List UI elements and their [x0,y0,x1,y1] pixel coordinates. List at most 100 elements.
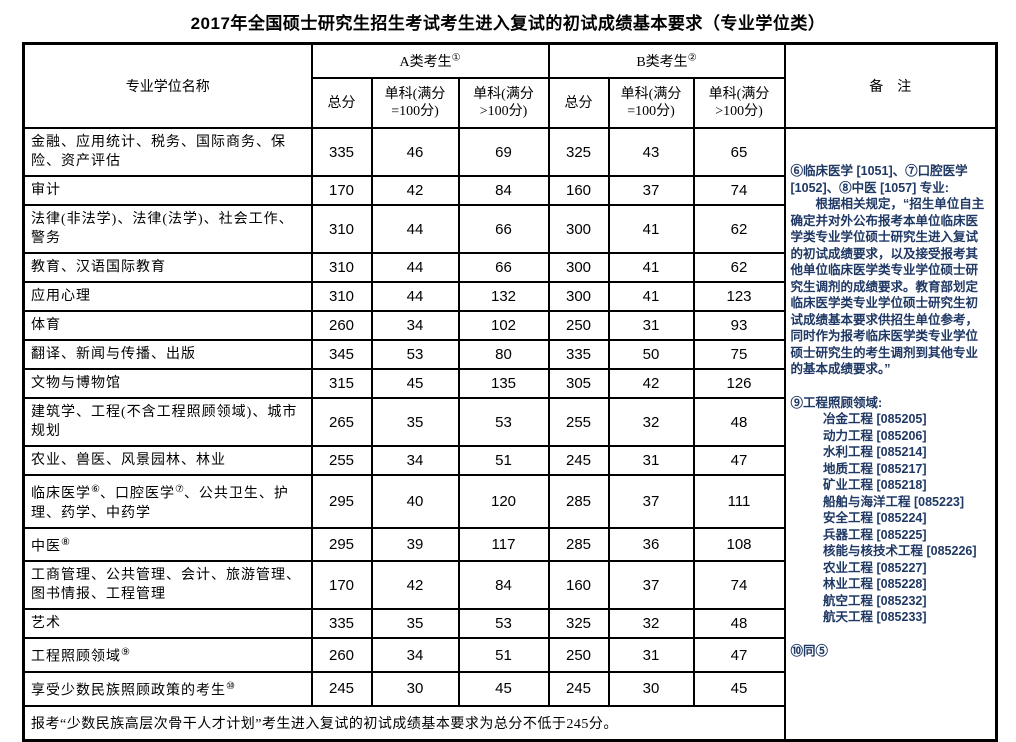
a-score-cell: 45 [370,368,460,399]
table-row: 艺术 335 35 53 325 32 48 [22,608,997,640]
degree-name-cell: 应用心理 [22,281,313,312]
footer-note-cell: 报考“少数民族高层次骨干人才计划”考生进入复试的初试成绩基本要求为总分不低于24… [22,704,786,742]
a-score-cell: 117 [457,526,550,563]
header-a-total: 总分 [310,77,373,129]
a-score-cell: 84 [457,175,550,206]
b-score-cell: 325 [547,608,610,640]
remark-engineering-item: 林业工程 [085228] [823,577,927,591]
group-a-label: A类考生 [399,55,452,70]
remark-engineering-item: 安全工程 [085224] [823,511,927,525]
a-score-cell: 42 [370,175,460,206]
a-score-cell: 44 [370,252,460,283]
degree-name-cell: 翻译、新闻与传播、出版 [22,339,313,370]
b-score-cell: 126 [692,368,786,399]
a-score-cell: 310 [310,252,373,283]
b-score-cell: 48 [692,397,786,447]
b-score-cell: 37 [607,560,695,611]
b-score-cell: 31 [607,445,695,476]
a-score-cell: 132 [457,281,550,312]
b-score-cell: 41 [607,252,695,283]
a-score-cell: 170 [310,175,373,206]
a-score-cell: 310 [310,204,373,254]
a-score-cell: 295 [310,526,373,563]
b-score-cell: 250 [547,310,610,341]
b-score-cell: 74 [692,560,786,611]
header-remark: 备 注 [783,42,998,129]
a-score-cell: 53 [370,339,460,370]
b-score-cell: 111 [692,474,786,529]
b-score-cell: 42 [607,368,695,399]
b-score-cell: 305 [547,368,610,399]
a-score-cell: 84 [457,560,550,611]
a-score-cell: 66 [457,252,550,283]
b-score-cell: 255 [547,397,610,447]
remark-engineering-item: 矿业工程 [085218] [823,478,927,492]
remarks-cell: ⑥临床医学 [1051]、⑦口腔医学 [1052]、⑧中医 [1057] 专业:… [783,126,998,742]
b-score-cell: 300 [547,281,610,312]
page-title: 2017年全国硕士研究生招生考试考生进入复试的初试成绩基本要求（专业学位类） [190,14,826,33]
b-score-cell: 250 [547,637,610,673]
b-score-cell: 75 [692,339,786,370]
footnote-mark: ⑩ [226,680,235,692]
table-row: 体育 260 34 102 250 31 93 [22,310,997,341]
table-row: 工商管理、公共管理、会计、旅游管理、图书情报、工程管理 170 42 84 160 37 7… [22,560,997,611]
a-score-cell: 120 [457,474,550,529]
a-score-cell: 295 [310,474,373,529]
b-score-cell: 65 [692,127,786,177]
a-score-cell: 255 [310,445,373,476]
b-score-cell: 108 [692,526,786,563]
remark-engineering-item: 航空工程 [085232] [823,593,927,608]
b-score-cell: 41 [607,204,695,254]
a-score-cell: 315 [310,368,373,399]
b-score-cell: 47 [692,445,786,476]
footnote-mark: ⑦ [174,484,184,495]
table-row: 应用心理 310 44 132 300 41 123 [22,281,997,312]
b-score-cell: 32 [607,397,695,447]
a-score-cell: 35 [370,397,460,447]
b-score-cell: 43 [607,127,695,177]
b-score-cell: 31 [607,310,695,341]
b-score-cell: 62 [692,252,786,283]
remark-engineering-item: 农业工程 [085227] [823,560,927,575]
group-b-footnote-mark: ② [687,52,697,64]
table-row: 工程照顾领域⑨ 260 34 51 250 31 47 [22,637,997,673]
b-score-cell: 285 [547,526,610,563]
degree-name-cell: 艺术 [22,608,313,640]
remark-minority-note: ⑩同⑤ [790,643,829,658]
a-score-cell: 265 [310,397,373,447]
a-score-cell: 34 [370,445,460,476]
footnote-mark: ⑥ [91,484,100,495]
degree-name-cell: 建筑学、工程(不含工程照顾领域)、城市规划 [22,397,313,447]
header-a-single-eq100: 单科(满分=100分) [370,77,460,129]
b-score-cell: 300 [547,252,610,283]
b-score-cell: 93 [692,310,786,341]
b-score-cell: 48 [692,608,786,640]
a-score-cell: 53 [457,608,550,640]
a-score-cell: 335 [310,127,373,177]
b-score-cell: 50 [607,339,695,370]
header-group-b: B类考生② [547,42,786,79]
a-score-cell: 170 [310,560,373,611]
footnote-mark: ⑨ [121,647,130,659]
b-score-cell: 74 [692,175,786,206]
table-row: 金融、应用统计、税务、国际商务、保险、资产评估 335 46 69 325 43 65 ⑥临床… [22,126,998,742]
a-score-cell: 69 [457,127,550,177]
header-b-total: 总分 [547,77,610,129]
table-row: 临床医学⑥、口腔医学⑦、公共卫生、护理、药学、中药学 295 40 120 285 37 1… [22,474,997,529]
a-score-cell: 345 [310,339,373,370]
b-score-cell: 37 [607,175,695,206]
b-score-cell: 32 [607,608,695,640]
degree-name-cell: 临床医学⑥、口腔医学⑦、公共卫生、护理、药学、中药学 [22,474,313,529]
a-score-cell: 46 [370,127,460,177]
footnote-mark: ⑧ [61,536,70,548]
a-score-cell: 260 [310,637,373,673]
degree-name-cell: 体育 [22,310,313,341]
b-score-cell: 36 [607,526,695,563]
b-score-cell: 41 [607,281,695,312]
b-score-cell: 285 [547,474,610,529]
remark-engineering-item: 船舶与海洋工程 [085223] [823,494,965,509]
degree-name-cell: 文物与博物馆 [22,368,313,399]
degree-name-cell: 农业、兽医、风景园林、林业 [22,445,313,476]
b-score-cell: 62 [692,204,786,254]
a-score-cell: 80 [457,339,550,370]
